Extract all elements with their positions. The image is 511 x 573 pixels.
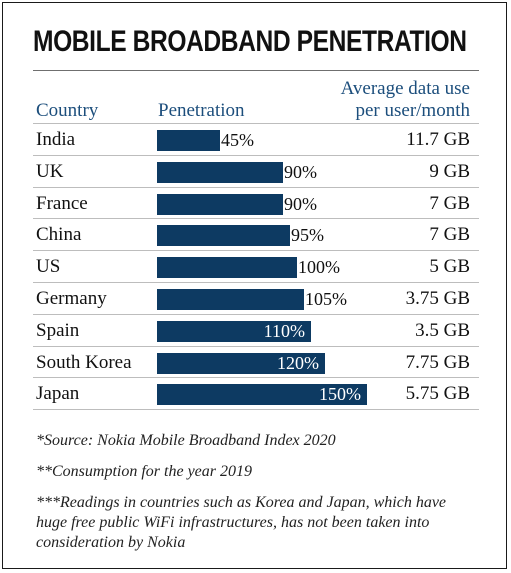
penetration-bar <box>157 225 290 247</box>
penetration-label: 90% <box>284 161 317 182</box>
average-data-use-value: 5 GB <box>429 256 470 278</box>
row-divider <box>33 186 479 188</box>
penetration-bar <box>157 320 311 342</box>
penetration-bar <box>157 193 283 215</box>
penetration-label: 105% <box>305 289 347 309</box>
header-average-data-use: Average data use per user/month <box>341 78 470 122</box>
penetration-label: 100% <box>298 257 340 278</box>
average-data-use-value: 11.7 GB <box>406 129 470 150</box>
penetration-bar <box>157 130 220 151</box>
row-divider <box>33 345 479 347</box>
infographic-frame: MOBILE BROADBAND PENETRATION Country Pen… <box>2 2 507 569</box>
penetration-label: 95% <box>291 225 324 246</box>
penetration-bar <box>157 161 283 183</box>
average-data-use-value: 7 GB <box>429 192 470 214</box>
note-readings: ***Readings in countries such as Korea a… <box>36 494 447 551</box>
penetration-label: 110% <box>263 320 305 341</box>
country-label: France <box>36 192 88 214</box>
row-divider <box>33 282 479 283</box>
average-data-use-value: 7 GB <box>429 224 470 246</box>
penetration-bar <box>157 384 367 406</box>
header-penetration: Penetration <box>158 100 245 121</box>
country-label: Japan <box>36 383 80 405</box>
penetration-label: 120% <box>277 352 319 373</box>
country-label: India <box>36 129 76 150</box>
row-divider <box>33 250 479 252</box>
row-divider <box>33 409 479 411</box>
row-divider <box>33 154 479 156</box>
average-data-use-value: 9 GB <box>429 160 470 182</box>
header-country: Country <box>36 100 99 121</box>
country-label: UK <box>36 160 64 182</box>
row-divider <box>33 313 479 315</box>
country-label: South Korea <box>36 351 132 373</box>
country-label: China <box>36 224 82 246</box>
average-data-use-value: 7.75 GB <box>405 351 470 373</box>
note-consumption: **Consumption for the year 2019 <box>36 463 252 480</box>
country-label: Germany <box>36 288 107 309</box>
country-label: Spain <box>36 319 80 341</box>
chart-title: MOBILE BROADBAND PENETRATION <box>33 25 467 58</box>
row-divider <box>33 123 479 124</box>
average-data-use-value: 3.5 GB <box>415 319 470 341</box>
penetration-bar <box>157 289 304 310</box>
row-divider <box>33 218 479 220</box>
average-data-use-value: 3.75 GB <box>405 288 470 309</box>
penetration-label: 90% <box>284 193 317 214</box>
header-average-line1: Average data use <box>340 78 470 99</box>
penetration-label: 45% <box>221 130 254 150</box>
average-data-use-value: 5.75 GB <box>405 383 470 405</box>
title-rule <box>33 70 479 71</box>
header-average-line2: per user/month <box>355 100 470 121</box>
row-divider <box>33 377 479 379</box>
note-source: *Source: Nokia Mobile Broadband Index 20… <box>36 432 336 449</box>
country-label: US <box>36 256 61 278</box>
penetration-label: 150% <box>319 384 361 405</box>
penetration-bar <box>157 257 297 279</box>
penetration-bar <box>157 352 325 374</box>
